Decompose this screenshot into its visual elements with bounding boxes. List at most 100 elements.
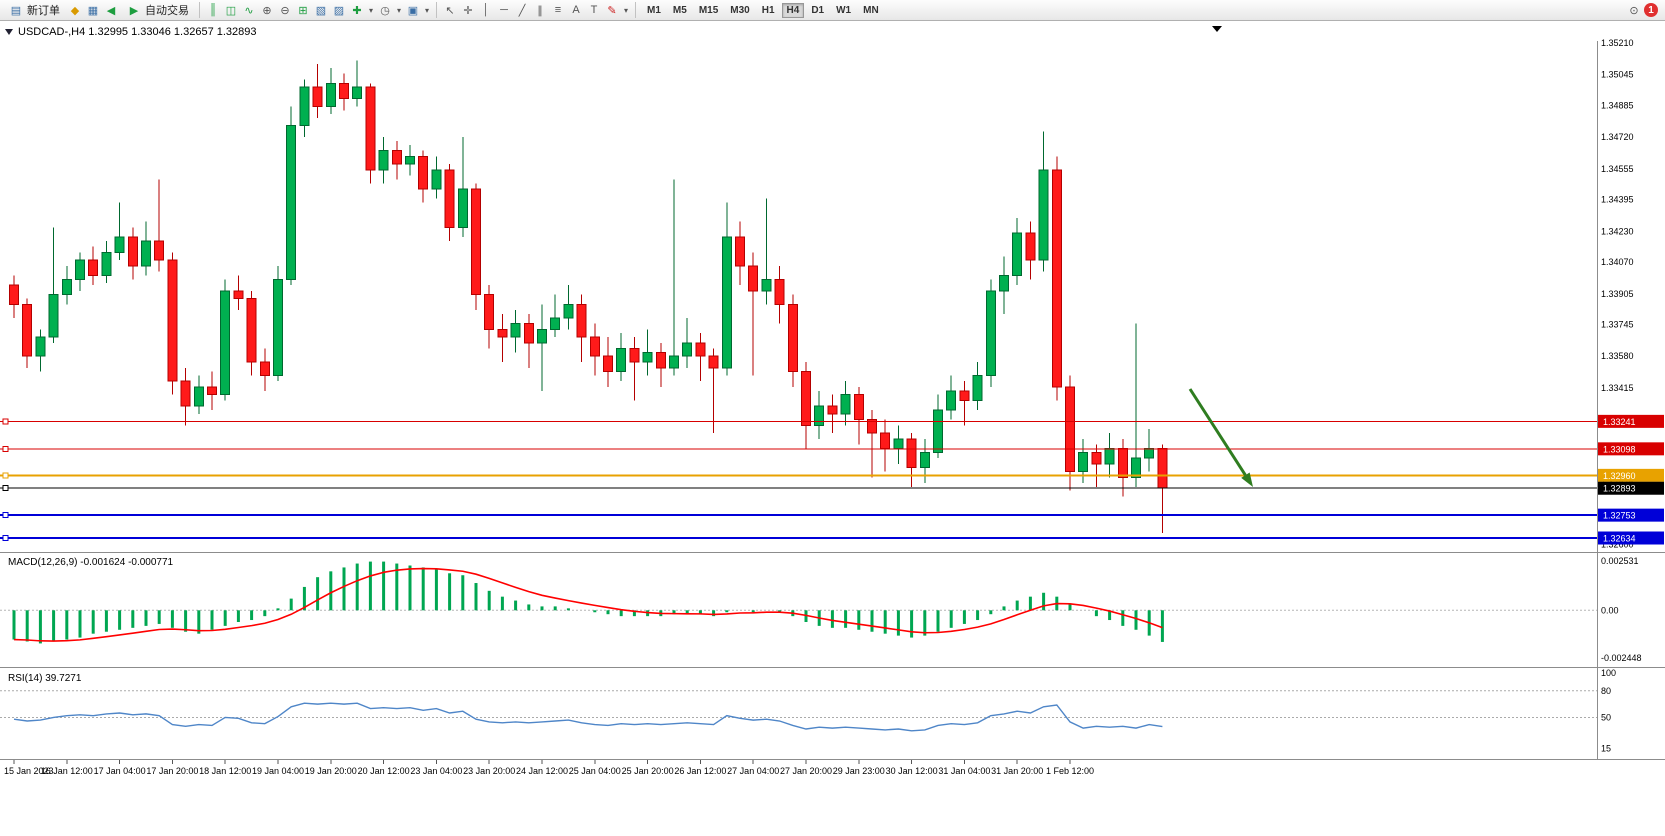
period-clock-icon[interactable]: ◷ (380, 4, 390, 17)
price-badge (1598, 481, 1664, 495)
vertical-line-icon[interactable]: │ (482, 4, 490, 16)
auto-trading-button[interactable]: ▶ 自动交易 (121, 0, 194, 20)
price-axis-label: 1.32600 (1601, 540, 1634, 550)
rsi-axis-label: 80 (1601, 686, 1611, 696)
time-axis-label: 30 Jan 12:00 (886, 766, 938, 776)
price-badge (1598, 414, 1664, 428)
timeframe-button-D1[interactable]: D1 (806, 3, 829, 18)
trendline-icon[interactable]: ╱ (518, 4, 526, 17)
time-axis-label: 23 Jan 04:00 (410, 766, 462, 776)
text-label-icon[interactable]: T (590, 4, 598, 16)
time-axis-label: 31 Jan 20:00 (991, 766, 1043, 776)
rsi-panel: 100 80 50 15 (0, 668, 1616, 754)
draw-icon[interactable]: ✎ (607, 4, 617, 17)
auto-trading-label: 自动交易 (145, 5, 189, 17)
time-axis-label: 19 Jan 04:00 (252, 766, 304, 776)
time-axis-label: 26 Jan 12:00 (674, 766, 726, 776)
time-axis-label: 24 Jan 12:00 (516, 766, 568, 776)
toolbar-separator (635, 2, 636, 18)
template-dropdown[interactable]: ▾ (424, 5, 429, 15)
rsi-axis-label: 50 (1601, 712, 1611, 722)
timeframe-button-MN[interactable]: MN (858, 3, 884, 18)
period-dropdown[interactable]: ▾ (396, 5, 401, 15)
macd-axis-label: 0.002531 (1601, 556, 1639, 566)
price-badges: 1.33241 1.33098 1.32960 1.32893 1.32753 1.326… (1598, 414, 1664, 545)
draw-dropdown[interactable]: ▾ (623, 5, 628, 15)
timeframe-button-M30[interactable]: M30 (725, 3, 754, 18)
time-axis-label: 19 Jan 20:00 (305, 766, 357, 776)
level-handle[interactable] (2, 535, 9, 542)
macd-panel: 0.002531 0.00 -0.002448 (0, 556, 1642, 663)
time-axis-label: 16 Jan 12:00 (41, 766, 93, 776)
fibonacci-icon[interactable]: ≡ (554, 4, 562, 16)
zoom-out-icon[interactable]: ⊖ (280, 4, 290, 17)
arrow-shaft[interactable] (1188, 388, 1247, 477)
bar-chart-icon[interactable]: ║ (209, 4, 217, 16)
zoom-in-icon[interactable]: ⊕ (262, 4, 272, 17)
timeframe-button-M15[interactable]: M15 (694, 3, 723, 18)
tile-windows-icon[interactable]: ⊞ (298, 4, 308, 17)
price-badge (1598, 531, 1664, 545)
time-axis-label: 27 Jan 20:00 (780, 766, 832, 776)
chart-window: USDCAD-,H4 1.32995 1.33046 1.32657 1.328… (0, 21, 1665, 831)
collapse-triangle-icon[interactable] (5, 29, 13, 35)
rsi-axis-label: 100 (1601, 668, 1616, 678)
time-axis-label: 25 Jan 04:00 (569, 766, 621, 776)
add-indicator-dropdown[interactable]: ▾ (368, 5, 373, 15)
level-handle[interactable] (2, 445, 9, 452)
channel-icon[interactable]: ∥ (537, 4, 543, 17)
toolbar: ▤ 新订单 ◆ ▦ ◀ ▶ 自动交易 ║ ◫ ∿ ⊕ ⊖ ⊞ ▧ ▨ ✚ ▾ ◷… (0, 0, 1665, 21)
timeframe-button-W1[interactable]: W1 (831, 3, 856, 18)
price-axis-label: 1.35045 (1601, 70, 1634, 80)
horizontal-line-icon[interactable]: ─ (500, 4, 508, 16)
candlestick-icon[interactable]: ◫ (225, 4, 237, 17)
line-chart-icon[interactable]: ∿ (244, 4, 254, 17)
notification-badge[interactable]: 1 (1644, 3, 1658, 17)
sound-icon[interactable]: ◀ (106, 4, 116, 17)
text-icon[interactable]: A (572, 4, 580, 16)
chart-shift-marker[interactable] (1212, 26, 1222, 32)
time-axis-label: 20 Jan 12:00 (358, 766, 410, 776)
favorites-icon[interactable]: ◆ (70, 4, 80, 17)
new-order-button[interactable]: ▤ 新订单 (3, 0, 65, 20)
level-handle[interactable] (2, 512, 9, 519)
price-badge-label: 1.32960 (1603, 471, 1636, 481)
annotation-arrow[interactable] (1188, 388, 1253, 487)
time-axis-label: 23 Jan 20:00 (463, 766, 515, 776)
add-indicator-icon[interactable]: ✚ (352, 4, 362, 17)
level-handle[interactable] (2, 472, 9, 479)
cursor-icon[interactable]: ↖ (445, 4, 455, 17)
time-axis-label: 17 Jan 04:00 (94, 766, 146, 776)
level-lines (0, 418, 1597, 542)
macd-axis-label: -0.002448 (1601, 653, 1642, 663)
indicators-list-icon[interactable]: ▨ (333, 4, 345, 17)
time-axis-label: 31 Jan 04:00 (938, 766, 990, 776)
chart-canvas[interactable]: USDCAD-,H4 1.32995 1.33046 1.32657 1.328… (0, 21, 1665, 831)
price-axis-label: 1.33745 (1601, 320, 1634, 330)
arrow-head[interactable] (1241, 472, 1253, 487)
indicators-icon[interactable]: ▧ (315, 4, 327, 17)
print-icon[interactable]: ▦ (87, 4, 99, 17)
search-icon[interactable]: ⊙ (1629, 4, 1639, 17)
template-icon[interactable]: ▣ (407, 4, 419, 17)
rsi-line (13, 702, 1163, 732)
time-axis-label: 18 Jan 12:00 (199, 766, 251, 776)
price-axis-label: 1.35210 (1601, 38, 1634, 48)
timeframe-button-H1[interactable]: H1 (757, 3, 780, 18)
new-order-label: 新订单 (27, 5, 60, 17)
price-axis-label: 1.34555 (1601, 164, 1634, 174)
price-badge-label: 1.33241 (1603, 417, 1636, 427)
timeframe-button-M5[interactable]: M5 (668, 3, 692, 18)
price-axis-label: 1.33415 (1601, 383, 1634, 393)
rsi-indicator-label: RSI(14) 39.7271 (8, 673, 82, 684)
time-axis-label: 27 Jan 04:00 (727, 766, 779, 776)
timeframe-group: M1 M5 M15 M30 H1 H4 D1 W1 MN (641, 2, 885, 18)
crosshair-icon[interactable]: ✛ (463, 4, 473, 17)
time-axis-label: 29 Jan 23:00 (833, 766, 885, 776)
price-badge-label: 1.32893 (1603, 484, 1636, 494)
timeframe-button-M1[interactable]: M1 (642, 3, 666, 18)
timeframe-button-H4[interactable]: H4 (781, 2, 805, 18)
level-handle[interactable] (2, 418, 9, 425)
time-axis-label: 25 Jan 20:00 (622, 766, 674, 776)
